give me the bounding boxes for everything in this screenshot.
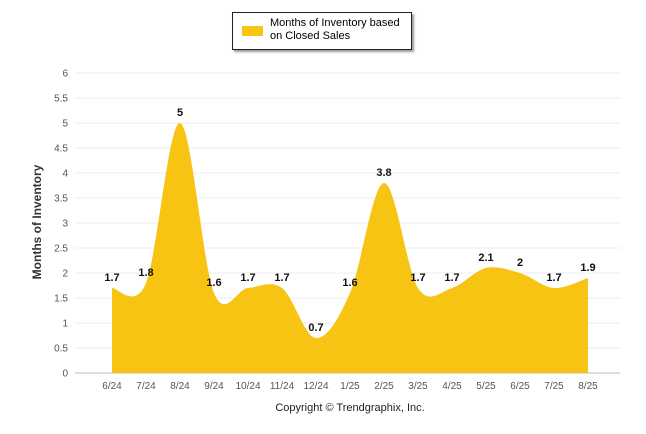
legend: Months of Inventory based on Closed Sale… (232, 12, 412, 50)
x-tick-label: 2/25 (374, 381, 394, 392)
x-tick-label: 3/25 (408, 381, 428, 392)
y-tick-label: 0 (62, 369, 68, 380)
x-tick-label: 1/25 (340, 381, 360, 392)
data-label: 2.1 (478, 252, 493, 264)
y-tick-label: 1 (62, 319, 68, 330)
legend-swatch (242, 26, 263, 36)
y-tick-label: 1.5 (54, 294, 68, 305)
x-tick-label: 6/24 (102, 381, 122, 392)
x-tick-label: 5/25 (476, 381, 496, 392)
y-axis-ticks: 0 0.5 1 1.5 2 2.5 3 3.5 4 4.5 5 5.5 6 (54, 69, 68, 380)
y-tick-label: 4.5 (54, 144, 68, 155)
data-label: 5 (177, 107, 183, 119)
y-tick-label: 0.5 (54, 344, 68, 355)
data-label: 1.7 (104, 272, 119, 284)
data-label: 1.7 (444, 272, 459, 284)
data-label: 1.7 (546, 272, 561, 284)
data-label: 1.7 (410, 272, 425, 284)
data-label: 1.8 (138, 267, 153, 279)
data-label: 3.8 (376, 167, 391, 179)
legend-label: Months of Inventory based on Closed Sale… (270, 17, 400, 42)
data-label: 1.7 (240, 272, 255, 284)
x-tick-label: 7/24 (136, 381, 156, 392)
y-axis-label: Months of Inventory (30, 164, 44, 279)
y-tick-label: 5.5 (54, 94, 68, 105)
y-tick-label: 6 (62, 69, 68, 80)
x-tick-label: 10/24 (235, 381, 260, 392)
x-tick-label: 9/24 (204, 381, 224, 392)
x-tick-label: 6/25 (510, 381, 530, 392)
y-tick-label: 2.5 (54, 244, 68, 255)
y-tick-label: 3.5 (54, 194, 68, 205)
x-tick-label: 8/25 (578, 381, 598, 392)
data-label: 1.9 (580, 262, 595, 274)
y-tick-label: 3 (62, 219, 68, 230)
data-label: 1.7 (274, 272, 289, 284)
x-tick-label: 4/25 (442, 381, 462, 392)
x-tick-label: 11/24 (270, 381, 295, 392)
data-label: 1.6 (342, 277, 357, 289)
y-tick-label: 2 (62, 269, 68, 280)
area-series (112, 122, 588, 373)
data-label: 1.6 (206, 277, 221, 289)
copyright-text: Copyright © Trendgraphix, Inc. (275, 402, 425, 414)
x-tick-label: 12/24 (303, 381, 328, 392)
y-tick-label: 4 (62, 169, 68, 180)
y-tick-label: 5 (62, 119, 68, 130)
data-labels: 1.7 1.8 5 1.6 1.7 1.7 0.7 1.6 3.8 1.7 1.7 2.1 2 1.7 1.… (104, 107, 595, 334)
x-tick-label: 8/24 (170, 381, 190, 392)
data-label: 0.7 (308, 322, 323, 334)
data-label: 2 (517, 257, 523, 269)
x-axis-ticks: 6/24 7/24 8/24 9/24 10/24 11/24 12/24 1/25 2/25 3… (102, 381, 598, 392)
x-tick-label: 7/25 (544, 381, 564, 392)
